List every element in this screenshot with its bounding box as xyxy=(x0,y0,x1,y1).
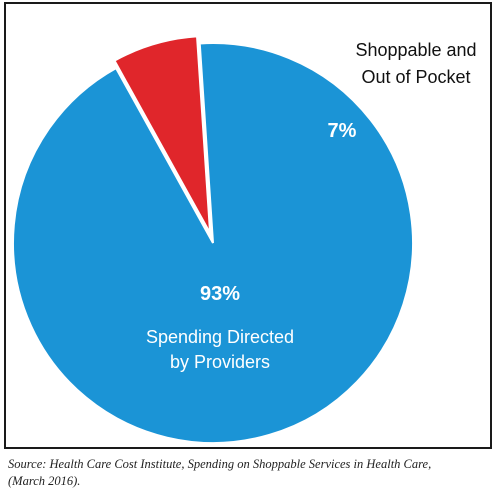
shoppable-label-line1: Shoppable and xyxy=(355,40,476,60)
source-line-2: (March 2016). xyxy=(8,474,81,488)
chart-frame: 93% Spending Directed by Providers 7% Sh… xyxy=(4,2,492,449)
providers-label-line1: Spending Directed xyxy=(146,327,294,347)
pie-slice-providers xyxy=(12,42,415,444)
source-line-1: Source: Health Care Cost Institute, Spen… xyxy=(8,457,432,471)
providers-percent-label: 93% xyxy=(200,283,240,305)
pie-chart: 93% Spending Directed by Providers 7% Sh… xyxy=(12,34,477,444)
shoppable-percent-label: 7% xyxy=(328,120,357,142)
providers-label-line2: by Providers xyxy=(170,352,270,372)
pie-slice-shoppable xyxy=(111,34,213,237)
shoppable-label-line2: Out of Pocket xyxy=(361,67,470,87)
source-note: Source: Health Care Cost Institute, Spen… xyxy=(8,456,492,490)
